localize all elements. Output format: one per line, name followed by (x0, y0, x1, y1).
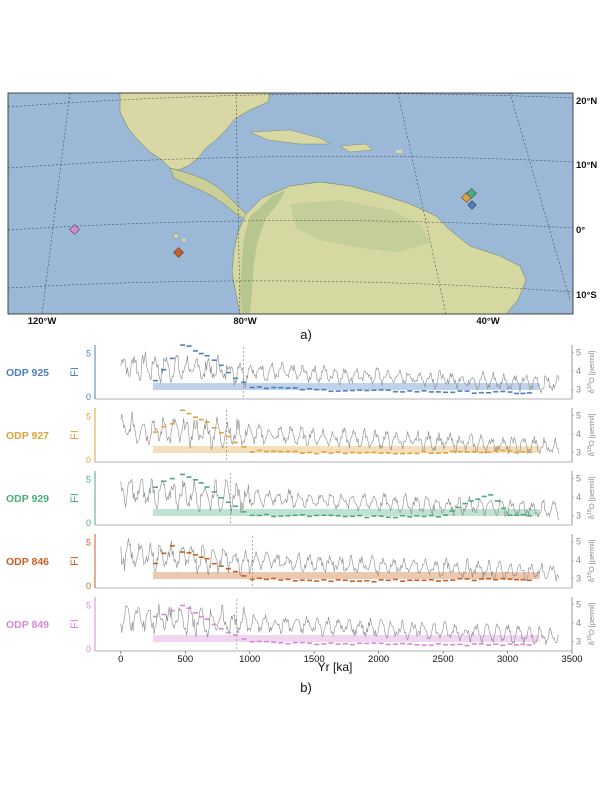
lon-label-40w: 40°W (476, 316, 499, 327)
fi-band (153, 572, 540, 579)
d18o-tick: 3 (576, 574, 581, 584)
map-panel: 20°N 10°N 0° 10°S 120°W 80°W 40°W a) (8, 93, 597, 342)
panel-odp-927: 0 5 FI ODP 927 3 4 5 δ18O [permil] (6, 408, 596, 465)
x-tick-label: 3000 (497, 654, 518, 665)
d18o-tick: 5 (576, 411, 581, 421)
timeseries-panels: 0 5 FI ODP 925 3 4 5 δ18O [permil] 0 5 FI ODP 927 3 4… (6, 345, 596, 654)
fi-tick-0: 0 (86, 644, 91, 654)
fi-axis-label: FI (69, 493, 81, 503)
d18o-tick: 3 (576, 637, 581, 647)
x-axis-label: Yr [ka] (318, 660, 353, 674)
site-label-odp-929: ODP 929 (6, 493, 49, 505)
panel-odp-846: 0 5 FI ODP 846 3 4 5 δ18O [permil] (6, 534, 596, 591)
fi-tick-0: 0 (86, 518, 91, 528)
d18o-tick: 3 (576, 448, 581, 458)
panel-odp-929: 0 5 FI ODP 929 3 4 5 δ18O [permil] (6, 471, 596, 528)
fi-tick-5: 5 (86, 474, 91, 484)
site-label-odp-925: ODP 925 (6, 367, 49, 379)
d18o-tick: 5 (576, 348, 581, 358)
fi-band (153, 509, 540, 516)
lat-label-0: 0° (576, 225, 585, 236)
d18o-axis-label: δ18O [permil] (587, 351, 596, 394)
fi-band (153, 383, 540, 390)
panel-odp-849: 0 5 FI ODP 849 3 4 5 δ18O [permil] (6, 597, 596, 654)
d18o-tick: 4 (576, 618, 581, 628)
fi-tick-5: 5 (86, 537, 91, 547)
panel-odp-925: 0 5 FI ODP 925 3 4 5 δ18O [permil] (6, 345, 596, 402)
d18o-tick: 4 (576, 429, 581, 439)
d18o-axis-label: δ18O [permil] (587, 603, 596, 646)
lat-label-10n: 10°N (576, 160, 597, 171)
d18o-tick: 4 (576, 555, 581, 565)
lat-label-10s: 10°S (576, 290, 597, 301)
panel-label-b: b) (300, 680, 312, 695)
galapagos-island-2 (182, 238, 186, 242)
d18o-tick: 5 (576, 600, 581, 610)
fi-axis-label: FI (69, 367, 81, 377)
d18o-axis-label: δ18O [permil] (587, 414, 596, 457)
fi-axis-label: FI (69, 619, 81, 629)
fi-tick-0: 0 (86, 455, 91, 465)
lon-label-80w: 80°W (233, 316, 256, 327)
d18o-tick: 5 (576, 474, 581, 484)
fi-tick-0: 0 (86, 392, 91, 402)
d18o-tick: 3 (576, 385, 581, 395)
site-label-odp-849: ODP 849 (6, 619, 49, 631)
fi-band (153, 635, 540, 642)
x-tick-label: 3500 (561, 654, 582, 665)
d18o-axis-label: δ18O [permil] (587, 540, 596, 583)
x-tick-label: 1000 (239, 654, 260, 665)
d18o-axis-label: δ18O [permil] (587, 477, 596, 520)
fi-tick-5: 5 (86, 348, 91, 358)
d18o-tick: 4 (576, 366, 581, 376)
lon-label-120w: 120°W (28, 316, 57, 327)
d18o-tick: 3 (576, 511, 581, 521)
d18o-tick: 4 (576, 492, 581, 502)
d18o-tick: 5 (576, 537, 581, 547)
lat-label-20n: 20°N (576, 96, 597, 107)
fi-axis-label: FI (69, 556, 81, 566)
site-label-odp-927: ODP 927 (6, 430, 49, 442)
x-tick-label: 2000 (368, 654, 389, 665)
fi-tick-0: 0 (86, 581, 91, 591)
fi-tick-5: 5 (86, 600, 91, 610)
site-label-odp-846: ODP 846 (6, 556, 49, 568)
x-tick-label: 500 (177, 654, 193, 665)
x-axis: 0 500 1000 1500 2000 2500 3000 3500 Yr [ka] (118, 651, 582, 674)
fi-axis-label: FI (69, 430, 81, 440)
x-tick-label: 2500 (433, 654, 454, 665)
x-tick-label: 0 (118, 654, 123, 665)
galapagos-island (174, 234, 179, 239)
puerto-rico-island (396, 150, 402, 153)
fi-tick-5: 5 (86, 411, 91, 421)
panel-label-a: a) (300, 327, 312, 342)
